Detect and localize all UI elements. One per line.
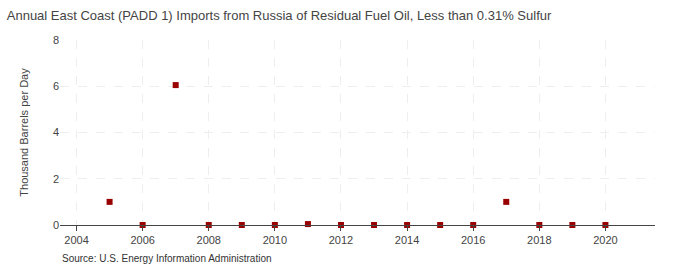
svg-text:2006: 2006 (130, 234, 154, 246)
svg-text:4: 4 (53, 126, 59, 138)
svg-text:2004: 2004 (64, 234, 88, 246)
svg-text:2020: 2020 (593, 234, 617, 246)
svg-text:Source: U.S. Energy Informatio: Source: U.S. Energy Information Administ… (62, 253, 272, 264)
svg-text:Thousand Barrels per Day: Thousand Barrels per Day (18, 68, 30, 197)
svg-text:2: 2 (53, 173, 59, 185)
svg-text:Annual East Coast (PADD 1) Imp: Annual East Coast (PADD 1) Imports from … (7, 8, 552, 23)
svg-text:6: 6 (53, 80, 59, 92)
svg-text:2018: 2018 (527, 234, 551, 246)
svg-text:2008: 2008 (197, 234, 221, 246)
svg-text:0: 0 (53, 219, 59, 231)
svg-text:2010: 2010 (263, 234, 287, 246)
svg-text:2012: 2012 (329, 234, 353, 246)
svg-text:2014: 2014 (395, 234, 419, 246)
svg-text:2016: 2016 (461, 234, 485, 246)
svg-text:8: 8 (53, 34, 59, 46)
